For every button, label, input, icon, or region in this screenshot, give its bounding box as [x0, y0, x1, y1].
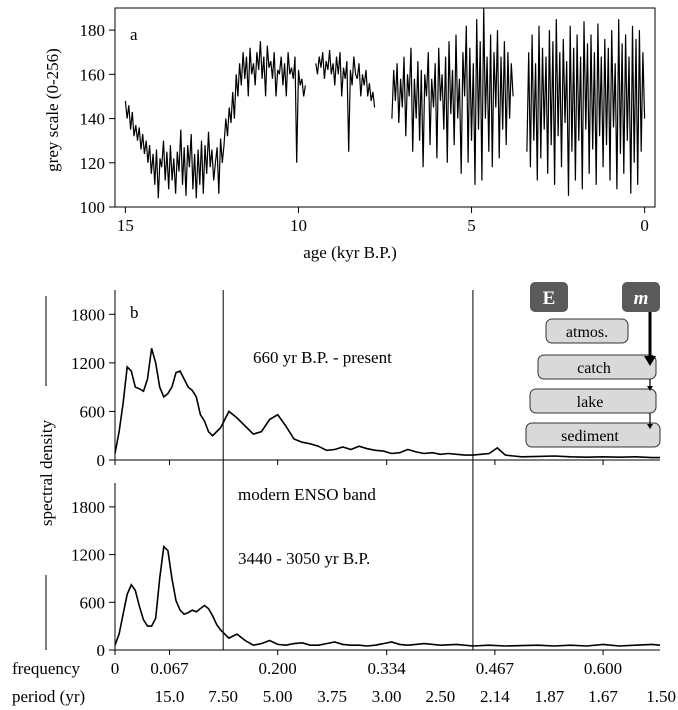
greyscale-segment-0: [124, 41, 306, 199]
frequency-tick-label: 0.067: [150, 659, 189, 678]
period-tick-label: 3.00: [372, 687, 402, 706]
period-tick-label: 2.50: [425, 687, 455, 706]
e-badge: [530, 282, 568, 312]
m-badge: [622, 282, 660, 312]
period-tick-label: 5.00: [263, 687, 293, 706]
m-arrow-head: [644, 356, 656, 366]
period-tick-label: 1.67: [588, 687, 618, 706]
frequency-tick-label: 0.334: [368, 659, 407, 678]
panel-a-frame: [114, 7, 656, 208]
frequency-tick-label: 0.467: [476, 659, 515, 678]
panel-b-top-spectrum-line: [114, 348, 660, 459]
panel-a-label: a: [130, 25, 138, 44]
y-tick-label: 600: [80, 593, 106, 612]
period-axis-title: period (yr): [12, 687, 85, 706]
x-tick-label: 15: [117, 216, 134, 235]
x-tick-label: 5: [467, 216, 476, 235]
x-tick-label: 0: [640, 216, 649, 235]
panel-b-top: b 660 yr B.P. - present 0 600 1200 1800: [71, 290, 660, 470]
panel-a: a 100 120 140 160 180 15 10 5 0 grey scale (0-2…: [43, 7, 656, 262]
spectral-density-label: spectral density: [37, 419, 56, 526]
box-catch-label: catch: [577, 360, 611, 377]
panel-a-x-axis: 15 10 5 0: [117, 207, 649, 235]
greyscale-segment-1: [315, 49, 376, 152]
period-axis: period (yr) 15.0 7.50 5.00 3.75 3.00 2.50 2.14…: [12, 687, 676, 706]
y-tick-label: 1200: [71, 354, 105, 373]
panel-b-top-period-label: 660 yr B.P. - present: [253, 348, 392, 367]
y-tick-label: 160: [80, 65, 106, 84]
enso-band-label: modern ENSO band: [238, 485, 376, 504]
y-tick-label: 120: [80, 154, 106, 173]
frequency-tick-label: 0.200: [259, 659, 297, 678]
panel-b-bottom-period-label: 3440 - 3050 yr B.P.: [238, 549, 370, 568]
period-tick-label: 7.50: [208, 687, 238, 706]
frequency-axis: frequency 0 0.067 0.200 0.334 0.467 0.600: [12, 659, 622, 678]
m-badge-label: m: [634, 288, 649, 309]
panel-a-y-axis: 100 120 140 160 180: [80, 21, 115, 217]
y-tick-label: 600: [80, 402, 106, 421]
box-sediment-label: sediment: [561, 428, 619, 445]
frequency-axis-title: frequency: [12, 659, 80, 678]
box-atmos: [545, 318, 629, 344]
panel-a-series: [124, 7, 646, 199]
greyscale-segment-3: [526, 19, 646, 196]
box-lake-label: lake: [577, 394, 604, 411]
panel-b-bottom-spectrum-line: [114, 544, 661, 647]
y-tick-label: 1200: [71, 546, 105, 565]
period-tick-label: 1.87: [534, 687, 564, 706]
greyscale-segment-2: [391, 7, 514, 185]
y-tick-label: 0: [97, 451, 106, 470]
panel-a-y-title: grey scale (0-256): [43, 48, 62, 172]
y-tick-label: 1800: [71, 305, 105, 324]
y-tick-label: 140: [80, 110, 106, 129]
panel-a-x-title: age (kyr B.P.): [303, 243, 396, 262]
panel-b-top-y-ticks: 0 600 1200 1800: [71, 305, 115, 470]
arrow-catch-lake-head: [647, 386, 653, 391]
spectral-density-title: spectral density: [37, 296, 56, 650]
panel-b-bottom: modern ENSO band 3440 - 3050 yr B.P. 0 60…: [71, 483, 661, 660]
e-badge-label: E: [543, 288, 556, 309]
y-tick-label: 1800: [71, 498, 105, 517]
panel-b-bottom-x-ticks: [114, 650, 604, 655]
arrow-lake-sediment-head: [647, 424, 653, 429]
box-atmos-label: atmos.: [566, 324, 608, 341]
y-tick-label: 100: [80, 198, 106, 217]
panel-b-label: b: [130, 303, 139, 322]
y-tick-label: 0: [97, 641, 106, 660]
period-tick-label: 3.75: [317, 687, 347, 706]
x-tick-label: 10: [290, 216, 307, 235]
box-catch: [537, 354, 657, 380]
frequency-tick-label: 0.600: [584, 659, 622, 678]
panel-b-bottom-y-ticks: 0 600 1200 1800: [71, 498, 115, 660]
frequency-tick-label: 0: [111, 659, 120, 678]
period-tick-label: 1.50: [646, 687, 676, 706]
flow-diagram: E m atmos. catch lake sediment: [525, 282, 661, 448]
box-sediment: [525, 422, 661, 448]
y-tick-label: 180: [80, 21, 106, 40]
box-lake: [529, 388, 657, 414]
panel-b-top-x-ticks: [114, 460, 604, 465]
period-tick-label: 15.0: [155, 687, 185, 706]
period-tick-label: 2.14: [480, 687, 510, 706]
